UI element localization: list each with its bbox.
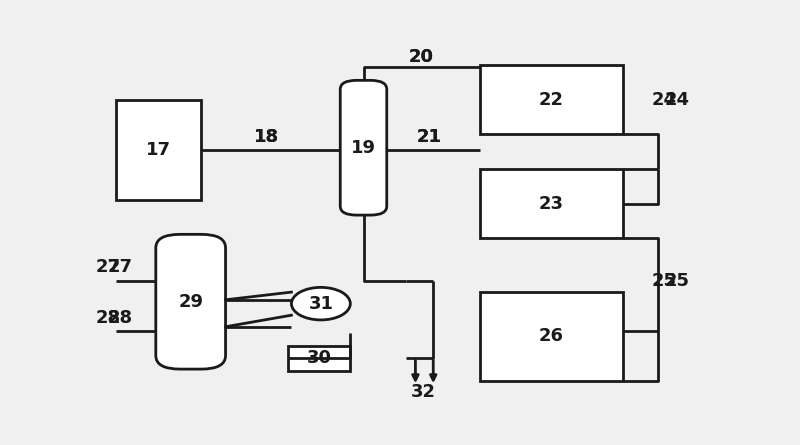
Text: 24: 24 — [652, 91, 677, 109]
Text: 30: 30 — [307, 349, 332, 367]
Text: 18: 18 — [254, 128, 279, 146]
Text: 21: 21 — [417, 128, 442, 146]
Text: 20: 20 — [409, 48, 434, 66]
Text: 28: 28 — [95, 308, 120, 327]
Text: 21: 21 — [417, 128, 442, 146]
Text: 19: 19 — [351, 139, 376, 157]
FancyBboxPatch shape — [288, 346, 350, 371]
Circle shape — [291, 287, 350, 320]
Text: 26: 26 — [539, 328, 564, 345]
Text: 23: 23 — [539, 194, 564, 213]
Text: 20: 20 — [409, 48, 434, 66]
FancyBboxPatch shape — [115, 100, 201, 200]
Text: 31: 31 — [308, 295, 334, 313]
Text: 27: 27 — [108, 259, 133, 276]
Text: 25: 25 — [652, 271, 677, 290]
Text: 22: 22 — [539, 91, 564, 109]
FancyBboxPatch shape — [480, 65, 623, 134]
FancyBboxPatch shape — [480, 292, 623, 380]
Text: 17: 17 — [146, 141, 170, 159]
Text: 28: 28 — [108, 308, 133, 327]
Text: 27: 27 — [95, 259, 120, 276]
FancyBboxPatch shape — [340, 81, 386, 215]
Text: 24: 24 — [664, 91, 690, 109]
Text: 18: 18 — [254, 128, 279, 146]
FancyBboxPatch shape — [156, 235, 226, 369]
Text: 32: 32 — [410, 383, 436, 401]
FancyBboxPatch shape — [480, 169, 623, 238]
Text: 29: 29 — [178, 293, 203, 311]
Text: 25: 25 — [664, 271, 690, 290]
